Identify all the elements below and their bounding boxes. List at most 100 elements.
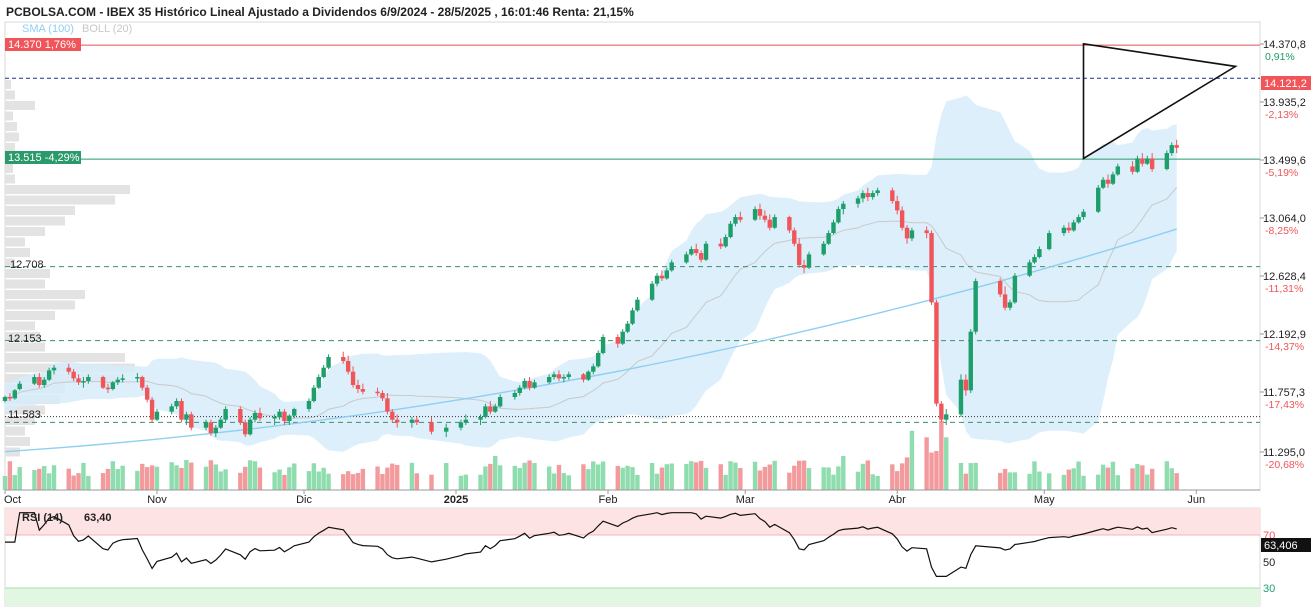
candle-body (409, 419, 415, 423)
volume-bar (968, 463, 973, 490)
rsi-label: RSI (14) (22, 512, 63, 524)
volume-bar (208, 460, 214, 490)
candle-body (86, 377, 91, 382)
resistance-label: 14.370 1,76% (5, 38, 81, 51)
volume-bar (841, 456, 846, 490)
candle-body (929, 233, 934, 303)
volume-bar (169, 462, 174, 490)
candle-body (208, 422, 214, 434)
volume-profile-bar (5, 353, 125, 362)
candle-body (546, 377, 552, 383)
candle-body (149, 399, 155, 420)
candle-body (223, 409, 228, 420)
volume-bar (787, 472, 792, 490)
candle-body (1115, 166, 1121, 175)
volume-bar (689, 461, 694, 490)
candle-body (1174, 145, 1179, 148)
volume-profile-bar (5, 416, 35, 425)
volume-bar (620, 467, 625, 490)
candle-body (247, 419, 253, 435)
candle-body (566, 374, 571, 378)
volume-bar (752, 461, 758, 490)
volume-bars (2, 420, 1179, 490)
volume-bar (1007, 472, 1013, 490)
sma-100-line (4, 228, 1177, 453)
volume-profile-bar (5, 279, 45, 289)
volume-bar (385, 467, 390, 490)
volume-profile-bar (5, 195, 115, 205)
volume-bar (556, 464, 562, 490)
volume-bar (37, 468, 42, 490)
volume-bar (223, 469, 228, 490)
candle-body (870, 193, 875, 198)
volume-bar (669, 463, 674, 490)
volume-profile-bar (5, 437, 30, 446)
candle-body (728, 223, 733, 238)
candle-body (380, 393, 385, 399)
rsi-value: 63,40 (84, 512, 112, 524)
volume-bar (360, 468, 366, 490)
volume-bar (1081, 475, 1086, 490)
volume-bar (934, 450, 939, 490)
candle-body (934, 302, 939, 404)
volume-bar (1071, 468, 1076, 490)
candle-body (71, 371, 76, 379)
candle-body (390, 411, 395, 420)
volume-bar (1149, 468, 1155, 490)
volume-bar (630, 467, 635, 490)
volume-bar (115, 469, 120, 490)
candle-body (1002, 294, 1008, 308)
candle-body (81, 381, 86, 383)
candle-body (488, 406, 493, 412)
volume-bar (135, 470, 140, 490)
candle-body (360, 389, 366, 392)
candle-body (1032, 257, 1037, 263)
candle-body (213, 427, 219, 434)
volume-bar (796, 460, 802, 490)
volume-bar (1115, 475, 1121, 490)
x-tick-label: May (1034, 494, 1055, 506)
candle-body (973, 281, 978, 332)
volume-bar (963, 473, 969, 490)
volume-bar (1032, 461, 1037, 490)
volume-bar (1174, 473, 1179, 490)
volume-bar (581, 464, 586, 490)
x-tick-label: 2025 (444, 494, 468, 506)
volume-bar (718, 464, 723, 490)
volume-bar (875, 475, 880, 490)
candle-body (600, 337, 606, 354)
volume-bar (836, 466, 841, 490)
candle-body (169, 406, 174, 412)
candle-body (1061, 227, 1067, 234)
volume-profile-bar (5, 185, 130, 194)
candle-body (7, 397, 13, 399)
candle-body (855, 198, 861, 204)
candle-body (218, 419, 223, 428)
price-tick-label: 13.935,2 (1263, 97, 1306, 109)
volume-bar (321, 467, 326, 490)
volume-bar (247, 460, 253, 490)
candle-body (1096, 187, 1101, 212)
candle-body (890, 190, 895, 202)
candle-body (591, 366, 596, 372)
candle-body (1164, 153, 1170, 170)
volume-bar (733, 462, 738, 490)
candle-body (1037, 249, 1042, 258)
volume-bar (757, 470, 763, 490)
volume-bar (527, 460, 532, 490)
candle-body (904, 227, 910, 239)
candle-body (350, 371, 356, 386)
candle-body (493, 406, 498, 412)
candle-body (718, 243, 723, 247)
volume-profile-bar (5, 300, 75, 310)
x-tick-label: Mar (736, 494, 755, 506)
candle-body (1105, 179, 1111, 184)
svg-text:13.515 -4,29%: 13.515 -4,29% (8, 152, 80, 164)
volume-bar (483, 466, 488, 490)
candle-body (684, 254, 689, 263)
candle-body (836, 209, 841, 223)
candle-body (625, 323, 630, 332)
level-11583-label: 11.583 (8, 409, 41, 421)
candle-body (895, 201, 900, 211)
candle-body (757, 209, 763, 216)
